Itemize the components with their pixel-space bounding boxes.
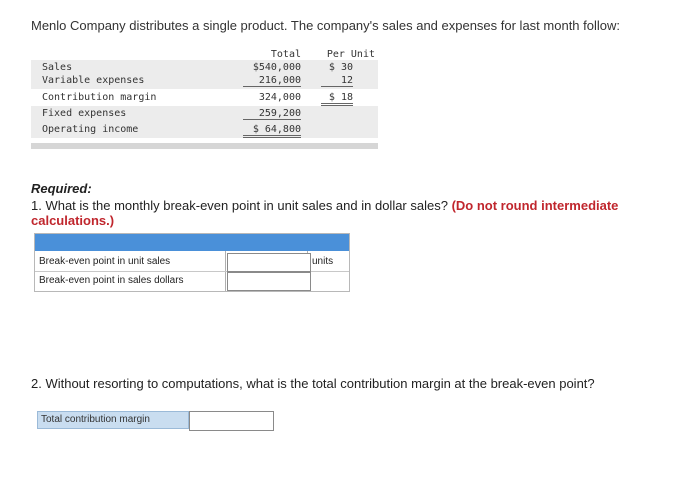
- tcm-label-text: Total contribution margin: [41, 414, 150, 425]
- row-operating-income: Operating income $ 64,800: [31, 122, 378, 138]
- header-per-unit: Per Unit: [326, 49, 375, 60]
- row-unit: $ 30: [328, 62, 353, 73]
- row-label: Sales: [42, 62, 73, 73]
- row-label: Contribution margin: [42, 92, 157, 103]
- income-statement: Total Per Unit Sales $540,000 $ 30 Varia…: [31, 48, 378, 150]
- row-label: Operating income: [42, 124, 139, 135]
- break-even-units-input[interactable]: [227, 253, 311, 272]
- question-2: 2. Without resorting to computations, wh…: [31, 376, 595, 391]
- row-divider: [35, 271, 349, 272]
- question-1-text: 1. What is the monthly break-even point …: [31, 198, 448, 213]
- total-contribution-margin-input[interactable]: [189, 411, 274, 431]
- row-total: $ 64,800: [243, 124, 301, 138]
- row-fixed-expenses: Fixed expenses 259,200: [31, 106, 378, 122]
- row-total: 216,000: [243, 75, 301, 87]
- row-variable-expenses: Variable expenses 216,000 12: [31, 73, 378, 89]
- row-unit: $ 18: [321, 92, 353, 106]
- row-total: 324,000: [258, 92, 301, 103]
- question-1-note: (Do not round intermediate calculations.…: [31, 198, 619, 228]
- row-label: Fixed expenses: [42, 108, 127, 119]
- row-total: $540,000: [252, 62, 301, 73]
- row-contribution-margin: Contribution margin 324,000 $ 18: [31, 90, 378, 106]
- row-total: 259,200: [243, 108, 301, 120]
- row-sales: Sales $540,000 $ 30: [31, 60, 378, 76]
- row-unit: 12: [321, 75, 353, 87]
- header-total: Total: [270, 49, 301, 60]
- row-label: Variable expenses: [42, 75, 145, 86]
- answer-row-label: Break-even point in sales dollars: [39, 275, 184, 286]
- table-header-bar: [35, 234, 349, 251]
- break-even-answer-table: Break-even point in unit sales units Bre…: [34, 233, 350, 292]
- break-even-dollars-input[interactable]: [227, 272, 311, 291]
- problem-intro: Menlo Company distributes a single produ…: [31, 18, 620, 33]
- units-label: units: [312, 256, 334, 267]
- question-1: 1. What is the monthly break-even point …: [31, 198, 700, 228]
- required-heading: Required:: [31, 181, 92, 196]
- total-contribution-margin-label: Total contribution margin: [37, 411, 189, 429]
- answer-row-label: Break-even point in unit sales: [39, 256, 171, 267]
- statement-divider: [31, 143, 378, 149]
